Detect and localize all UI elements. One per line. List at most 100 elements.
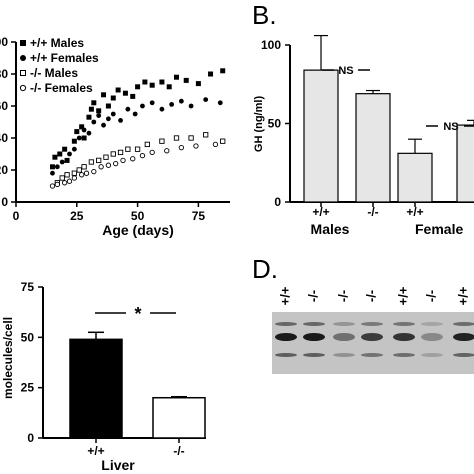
y-tick-label: 100 (0, 35, 8, 49)
blot-band (393, 353, 415, 357)
panel-b-y-ticks: 0 50 100 (261, 38, 290, 209)
data-point-open-square (81, 164, 87, 170)
legend-label: -/- Males (30, 66, 78, 80)
data-point-open-square (159, 138, 165, 144)
data-point-filled-square (52, 154, 58, 160)
panel-a-legend: +/+ Males +/+ Females -/- Males -/- Fema… (19, 36, 99, 95)
blot-band (333, 353, 355, 357)
y-tick-label: 50 (268, 117, 282, 131)
x-tick-label: 75 (192, 209, 206, 223)
data-point-filled-circle (149, 100, 155, 106)
data-point-open-square (144, 141, 150, 148)
data-point-open-circle (130, 156, 136, 162)
data-point-open-square (125, 146, 131, 152)
bar (152, 396, 206, 439)
panel-b-ns-annotation-2: NS (426, 121, 474, 133)
data-point-filled-square (91, 100, 97, 106)
panel-c-x-labels: +/+ -/- (87, 438, 185, 458)
x-tick-label: +/+ (406, 205, 423, 219)
group-label-males: Males (311, 221, 350, 237)
data-point-filled-square (64, 157, 70, 163)
data-point-filled-circle (59, 159, 65, 165)
blot-band (275, 333, 297, 341)
data-point-open-square (71, 170, 78, 176)
data-point-open-circle (54, 181, 60, 188)
blot-band (453, 333, 474, 341)
lane-label: -/- (335, 290, 350, 302)
data-point-filled-square (195, 81, 201, 87)
blot-band (393, 322, 415, 326)
legend-label: +/+ Females (30, 51, 99, 65)
data-point-open-square (59, 175, 65, 181)
data-point-open-circle (49, 183, 56, 189)
blot-band (275, 322, 297, 326)
blot-band (453, 353, 474, 357)
blot-band (393, 333, 415, 341)
ns-label: NS (338, 65, 353, 77)
lane-label: -/- (423, 290, 438, 302)
data-point-filled-square (88, 106, 94, 112)
data-point-filled-circle (118, 118, 123, 123)
data-point-open-square (173, 135, 180, 141)
data-point-filled-square (220, 68, 226, 74)
data-point-filled-circle (178, 98, 184, 104)
blot-band (421, 353, 443, 357)
blot-band (361, 322, 383, 326)
data-point-filled-square (174, 74, 179, 80)
data-point-open-square (134, 146, 141, 152)
blot-band (421, 333, 443, 341)
data-point-open-circle (149, 149, 155, 156)
data-point-filled-square (101, 92, 107, 98)
y-tick-label: 20 (0, 163, 8, 177)
data-point-filled-square (135, 84, 141, 90)
data-point-filled-circle (217, 100, 223, 106)
bar (69, 338, 123, 439)
bar (456, 124, 474, 203)
legend-marker-open-square (20, 70, 26, 76)
lane-label: -/- (305, 290, 320, 302)
data-point-open-square (76, 167, 82, 173)
legend-label: +/+ Males (30, 36, 84, 50)
data-point-open-circle (139, 152, 146, 159)
data-point-filled-square (149, 82, 155, 88)
data-point-open-circle (66, 178, 73, 184)
blot-bands (275, 322, 474, 357)
data-point-filled-square (110, 95, 116, 101)
data-point-filled-square (62, 146, 68, 152)
data-point-open-square (103, 154, 109, 160)
data-point-open-circle (113, 160, 119, 167)
blot-band (275, 353, 297, 357)
x-tick-label: +/+ (87, 444, 104, 458)
legend-marker-filled-circle (20, 55, 26, 61)
blot-band (453, 322, 474, 326)
panel-b-letter: B. (252, 0, 277, 30)
panel-a-points (49, 68, 226, 189)
y-tick-label: 25 (21, 381, 35, 395)
data-point-open-square (88, 159, 95, 165)
data-point-open-square (220, 138, 226, 144)
data-point-open-circle (98, 164, 104, 170)
significance-star: * (134, 304, 141, 324)
group-label-female: Female (415, 221, 463, 237)
data-point-filled-square (183, 77, 189, 83)
panel-c-bar-chart: molecules/cell 0 25 50 75 +/+ -/- * Liver (1, 280, 206, 473)
legend-marker-open-circle (19, 84, 27, 92)
data-point-filled-square (49, 164, 55, 170)
panel-b-bar-chart: B. GH (ng/ml) 0 50 100 +/+ -/- +/+ NS NS Mal… (252, 0, 474, 237)
x-tick-label: 25 (70, 209, 84, 223)
data-point-filled-square (81, 135, 87, 141)
lane-label: -/- (363, 290, 378, 302)
data-point-filled-circle (76, 135, 82, 141)
data-point-filled-circle (67, 151, 72, 157)
data-point-filled-square (208, 71, 214, 77)
x-tick-label: +/+ (312, 205, 329, 219)
data-point-filled-circle (81, 127, 87, 133)
data-point-open-square (96, 157, 102, 164)
data-point-filled-circle (54, 164, 60, 170)
data-point-filled-circle (101, 122, 106, 128)
data-point-filled-square (159, 79, 165, 85)
data-point-filled-circle (169, 102, 175, 107)
x-tick-label: -/- (173, 444, 184, 458)
panel-c-significance-annotation: * (95, 304, 176, 324)
